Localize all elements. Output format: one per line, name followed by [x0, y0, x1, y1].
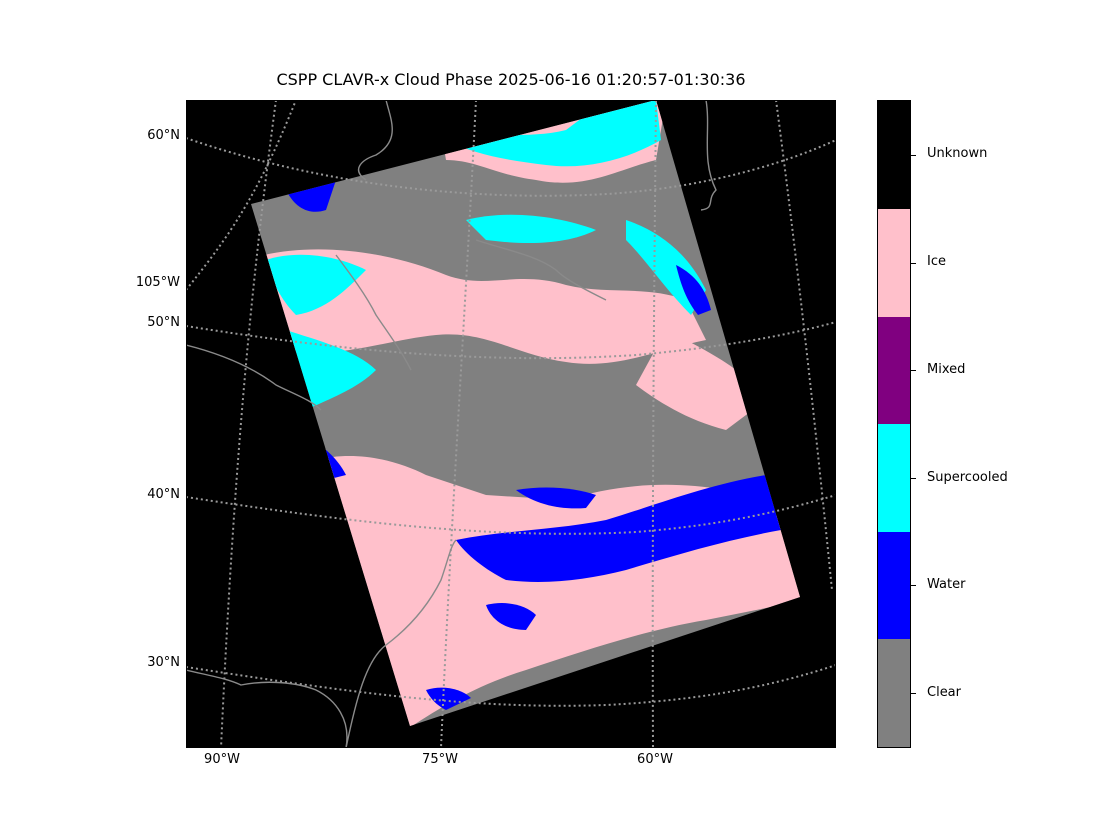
legend-label-clear: Clear — [927, 685, 961, 700]
lat-label-30n: 30°N — [147, 655, 180, 670]
legend-label-unknown: Unknown — [927, 146, 988, 161]
water-region — [456, 475, 781, 582]
legend-label-mixed: Mixed — [927, 362, 966, 377]
coastlines — [186, 100, 717, 748]
colorbar-tick — [910, 478, 916, 479]
ice-region — [636, 330, 766, 430]
supercooled-region — [466, 214, 596, 243]
ice-region — [251, 249, 706, 364]
supercooled-region — [446, 100, 661, 167]
colorbar-tick — [910, 585, 916, 586]
lat-label-60n: 60°N — [147, 128, 180, 143]
legend-label-water: Water — [927, 577, 966, 592]
lat-label-50n: 50°N — [147, 315, 180, 330]
lat-label-40n: 40°N — [147, 487, 180, 502]
cloud-phase-regions — [251, 100, 800, 726]
water-region — [676, 265, 711, 315]
lon-label-105w: 105°W — [135, 275, 180, 290]
graticule — [186, 100, 836, 748]
colorbar-segment-clear — [878, 639, 910, 747]
colorbar-tick — [910, 155, 916, 156]
colorbar-segment-ice — [878, 209, 910, 317]
water-region — [426, 687, 471, 710]
colorbar-segment-mixed — [878, 317, 910, 424]
cloud-phase-map — [186, 100, 836, 748]
supercooled-region — [286, 330, 376, 410]
colorbar-segment-unknown — [878, 101, 910, 209]
lon-label-60w: 60°W — [637, 752, 673, 767]
colorbar-tick — [910, 263, 916, 264]
water-region — [516, 487, 596, 509]
legend-colorbar — [877, 100, 911, 748]
lon-label-75w: 75°W — [422, 752, 458, 767]
colorbar-tick — [910, 693, 916, 694]
colorbar-segment-water — [878, 532, 910, 639]
colorbar-segment-supercooled — [878, 424, 910, 532]
legend-label-supercooled: Supercooled — [927, 470, 1008, 485]
chart-title: CSPP CLAVR-x Cloud Phase 2025-06-16 01:2… — [276, 70, 746, 89]
water-region — [486, 603, 536, 630]
supercooled-region — [266, 254, 366, 315]
lon-label-90w: 90°W — [204, 752, 240, 767]
map-panel — [186, 100, 836, 748]
colorbar-tick — [910, 370, 916, 371]
legend-label-ice: Ice — [927, 254, 946, 269]
